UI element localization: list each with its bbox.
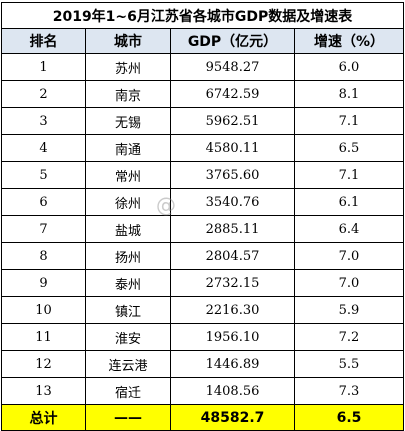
- rank-cell: 2: [1, 80, 86, 108]
- header-city: 城市: [85, 28, 171, 54]
- table-row: 2 南京 6742.59 8.1: [1, 80, 404, 108]
- gdp-cell: 2216.30: [170, 296, 295, 324]
- table-row: 3 无锡 5962.51 7.1: [1, 107, 404, 135]
- header-gdp: GDP（亿元）: [170, 28, 295, 54]
- growth-cell: 8.1: [294, 80, 404, 108]
- gdp-cell: 2885.11: [170, 215, 295, 243]
- total-growth: 6.5: [294, 404, 404, 431]
- city-cell: 淮安: [85, 323, 171, 351]
- table-row: 11 淮安 1956.10 7.2: [1, 323, 404, 351]
- growth-cell: 6.4: [294, 215, 404, 243]
- gdp-cell: 1408.56: [170, 377, 295, 405]
- total-row: 总计 —— 48582.7 6.5: [1, 404, 404, 431]
- rank-cell: 3: [1, 107, 86, 135]
- city-cell: 宿迁: [85, 377, 171, 405]
- growth-cell: 7.0: [294, 269, 404, 297]
- rank-cell: 10: [1, 296, 86, 324]
- table-row: 8 扬州 2804.57 7.0: [1, 242, 404, 270]
- city-cell: 扬州: [85, 242, 171, 270]
- rank-cell: 11: [1, 323, 86, 351]
- growth-cell: 6.0: [294, 53, 404, 81]
- city-cell: 盐城: [85, 215, 171, 243]
- rank-cell: 8: [1, 242, 86, 270]
- rank-cell: 13: [1, 377, 86, 405]
- header-growth: 增速（%）: [294, 28, 404, 54]
- total-label: 总计: [1, 404, 86, 431]
- total-gdp: 48582.7: [170, 404, 295, 431]
- rank-cell: 5: [1, 161, 86, 189]
- table-row: 6 徐州 3540.76 6.1: [1, 188, 404, 216]
- city-cell: 南京: [85, 80, 171, 108]
- growth-cell: 6.5: [294, 134, 404, 162]
- table-row: 12 连云港 1446.89 5.5: [1, 350, 404, 378]
- growth-cell: 7.2: [294, 323, 404, 351]
- table-row: 1 苏州 9548.27 6.0: [1, 53, 404, 81]
- gdp-cell: 4580.11: [170, 134, 295, 162]
- city-cell: 常州: [85, 161, 171, 189]
- gdp-cell: 1956.10: [170, 323, 295, 351]
- header-rank: 排名: [1, 28, 86, 54]
- table-title: 2019年1~6月江苏省各城市GDP数据及增速表: [1, 2, 404, 29]
- growth-cell: 7.1: [294, 107, 404, 135]
- rank-cell: 6: [1, 188, 86, 216]
- gdp-cell: 1446.89: [170, 350, 295, 378]
- city-cell: 徐州: [85, 188, 171, 216]
- city-cell: 连云港: [85, 350, 171, 378]
- city-cell: 南通: [85, 134, 171, 162]
- growth-cell: 7.3: [294, 377, 404, 405]
- gdp-cell: 2804.57: [170, 242, 295, 270]
- gdp-cell: 3765.60: [170, 161, 295, 189]
- header-row: 排名 城市 GDP（亿元） 增速（%）: [1, 28, 404, 54]
- gdp-cell: 6742.59: [170, 80, 295, 108]
- rank-cell: 4: [1, 134, 86, 162]
- growth-cell: 5.5: [294, 350, 404, 378]
- rank-cell: 7: [1, 215, 86, 243]
- growth-cell: 7.0: [294, 242, 404, 270]
- gdp-cell: 2732.15: [170, 269, 295, 297]
- rank-cell: 12: [1, 350, 86, 378]
- table-row: 13 宿迁 1408.56 7.3: [1, 377, 404, 405]
- rank-cell: 1: [1, 53, 86, 81]
- growth-cell: 7.1: [294, 161, 404, 189]
- city-cell: 无锡: [85, 107, 171, 135]
- gdp-cell: 3540.76: [170, 188, 295, 216]
- table-row: 10 镇江 2216.30 5.9: [1, 296, 404, 324]
- gdp-cell: 9548.27: [170, 53, 295, 81]
- city-cell: 镇江: [85, 296, 171, 324]
- table-row: 5 常州 3765.60 7.1: [1, 161, 404, 189]
- gdp-cell: 5962.51: [170, 107, 295, 135]
- growth-cell: 5.9: [294, 296, 404, 324]
- table-row: 9 泰州 2732.15 7.0: [1, 269, 404, 297]
- city-cell: 苏州: [85, 53, 171, 81]
- city-cell: 泰州: [85, 269, 171, 297]
- total-city: ——: [85, 404, 171, 431]
- table-row: 7 盐城 2885.11 6.4: [1, 215, 404, 243]
- rank-cell: 9: [1, 269, 86, 297]
- table-row: 4 南通 4580.11 6.5: [1, 134, 404, 162]
- growth-cell: 6.1: [294, 188, 404, 216]
